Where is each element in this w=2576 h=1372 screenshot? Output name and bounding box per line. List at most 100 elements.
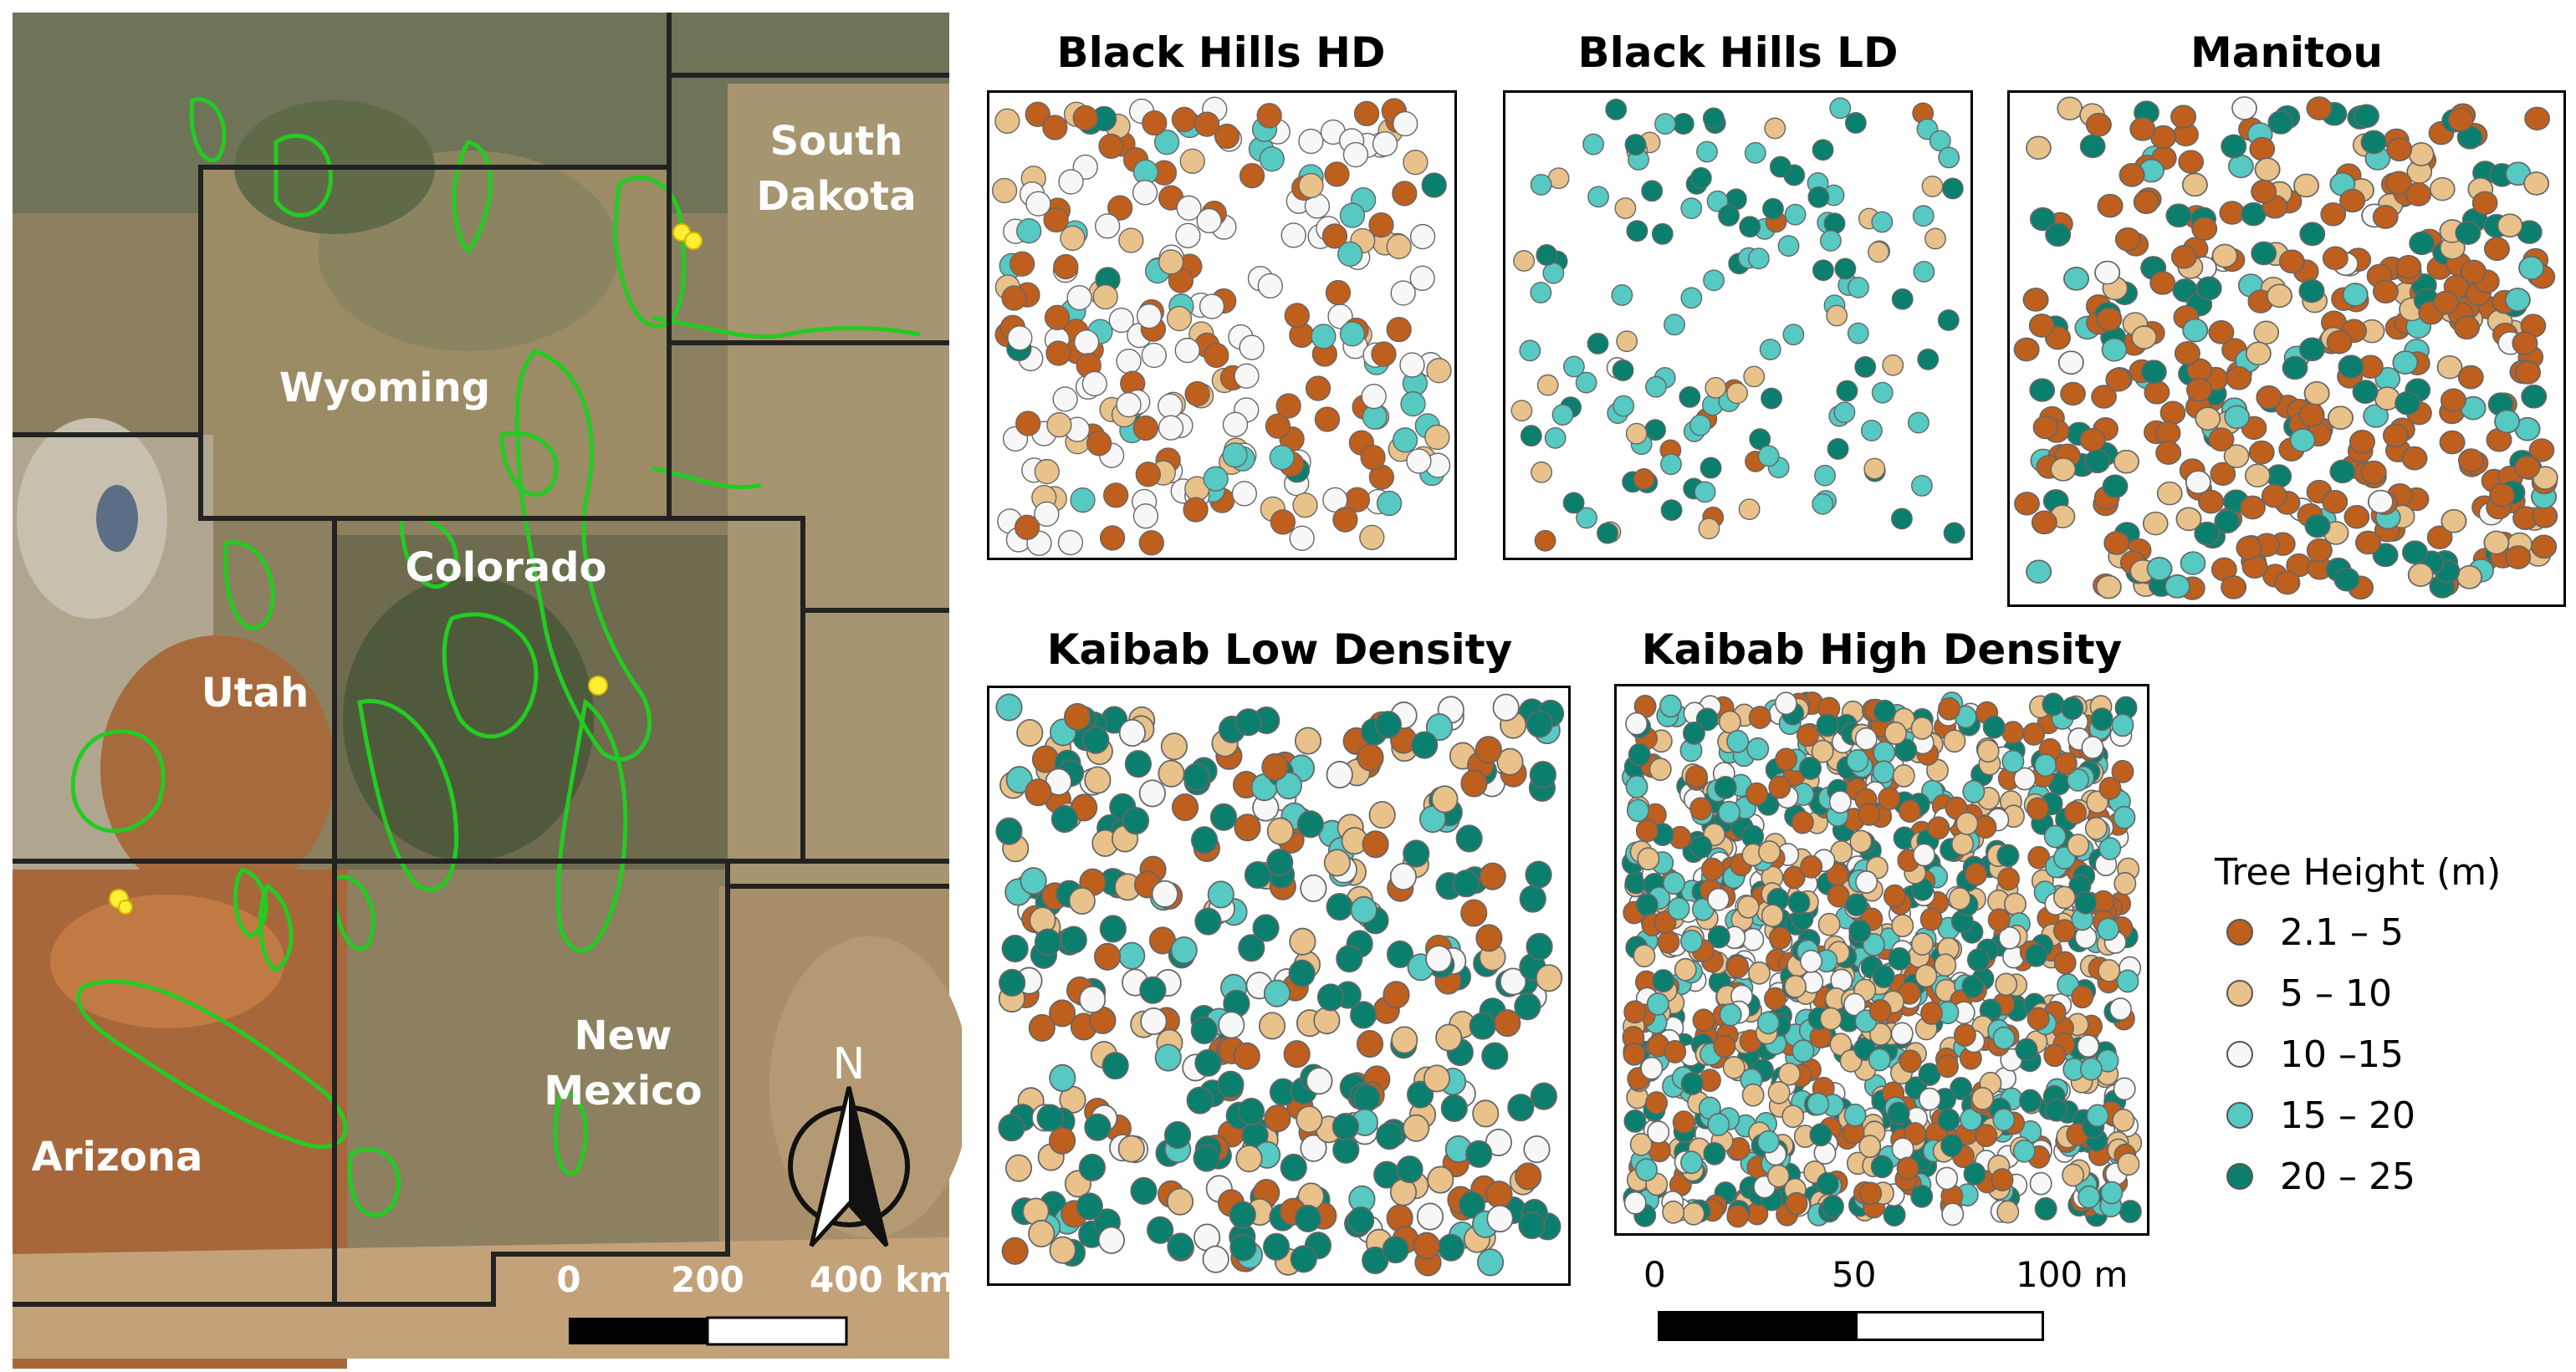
tree-point xyxy=(2392,350,2419,375)
site-marker-kaibab-2 xyxy=(118,900,133,915)
tree-point xyxy=(1494,1009,1521,1038)
tree-point xyxy=(1869,1023,1892,1046)
tree-point xyxy=(1525,860,1552,889)
tree-point xyxy=(1762,197,1784,220)
tree-point xyxy=(1167,1232,1194,1261)
tree-point xyxy=(1099,915,1127,943)
tree-point xyxy=(2293,173,2319,198)
tree-point xyxy=(1768,775,1791,799)
tree-point xyxy=(1613,395,1635,417)
tree-point xyxy=(1767,1080,1791,1104)
tree-point xyxy=(1382,1236,1409,1264)
plot-manitou xyxy=(2007,90,2566,607)
tree-point xyxy=(1748,961,1771,985)
tree-point xyxy=(1218,1011,1245,1039)
tree-point xyxy=(1759,339,1781,360)
tree-point xyxy=(2061,696,2084,721)
tree-point xyxy=(1672,1110,1695,1135)
tree-point xyxy=(1912,843,1935,867)
tree-point xyxy=(1361,383,1387,410)
tree-point xyxy=(1703,1141,1726,1165)
tree-point xyxy=(2131,325,2158,349)
tree-point xyxy=(1098,133,1124,160)
tree-point xyxy=(1768,926,1791,950)
tree-point xyxy=(1664,1040,1687,1063)
tree-point xyxy=(1544,426,1567,449)
tree-point xyxy=(1323,849,1351,877)
tree-point xyxy=(1257,273,1283,299)
tree-point xyxy=(1265,413,1291,439)
tree-point xyxy=(1140,1007,1168,1036)
tree-point xyxy=(1646,992,1669,1016)
tree-point xyxy=(1891,1137,1914,1161)
tree-point xyxy=(2098,959,2121,982)
tree-point xyxy=(1654,113,1676,135)
tree-point xyxy=(1400,390,1426,417)
tree-point xyxy=(2113,871,2137,895)
tree-point xyxy=(1777,235,1800,258)
tree-point xyxy=(1194,907,1222,936)
tree-point xyxy=(1122,807,1150,835)
tree-point xyxy=(2102,474,2129,498)
north-label: N xyxy=(833,1039,866,1089)
tree-point xyxy=(998,1114,1025,1142)
tree-point xyxy=(2027,797,2049,821)
tree-point xyxy=(2029,378,2056,402)
tree-point xyxy=(1132,415,1159,441)
tree-point xyxy=(2386,137,2413,161)
tree-point xyxy=(2052,885,2076,910)
tree-point xyxy=(1816,713,1839,737)
tree-point xyxy=(1833,401,1856,424)
tree-point xyxy=(1270,509,1296,535)
tree-point xyxy=(1623,1191,1647,1215)
tree-point xyxy=(1280,1153,1307,1181)
tree-point xyxy=(2182,318,2209,343)
tree-point xyxy=(1001,935,1029,963)
tree-point xyxy=(2098,837,2122,860)
tree-point xyxy=(1855,870,1878,894)
tree-point xyxy=(2060,381,2086,406)
tree-point xyxy=(2457,365,2484,390)
tree-point xyxy=(2185,470,2211,494)
tree-point xyxy=(2079,1057,2103,1081)
tree-point xyxy=(1787,890,1811,915)
tree-point xyxy=(2245,341,2272,366)
tree-point xyxy=(1298,172,1324,199)
tree-point xyxy=(1766,1164,1790,1188)
tree-point xyxy=(1289,927,1316,956)
map-panel: South Dakota Wyoming Colorado Utah New Mex… xyxy=(0,0,970,1371)
tree-point xyxy=(1764,117,1786,140)
tree-point xyxy=(1714,775,1737,799)
tree-point xyxy=(2505,545,2532,569)
tree-point xyxy=(1726,955,1750,979)
tree-point xyxy=(2175,341,2200,365)
legend-item: 15 – 20 xyxy=(2226,1094,2415,1137)
tree-point xyxy=(2395,391,2420,416)
tree-point xyxy=(1043,207,1069,233)
tree-point xyxy=(1992,1108,2016,1132)
tree-point xyxy=(995,817,1023,845)
tree-point xyxy=(1292,492,1318,518)
tree-point xyxy=(1314,406,1341,432)
tree-point xyxy=(1238,934,1265,962)
tree-point xyxy=(2175,507,2202,532)
tree-point xyxy=(1070,487,1096,513)
tree-point xyxy=(1081,370,1107,397)
tree-point xyxy=(2221,575,2247,599)
tree-point xyxy=(1296,810,1324,839)
tree-point xyxy=(1612,360,1634,381)
tree-point xyxy=(1743,365,1766,388)
tree-point xyxy=(1996,1200,2020,1224)
tree-point xyxy=(2181,172,2208,197)
tree-point xyxy=(2028,314,2055,338)
tree-point xyxy=(2254,157,2281,181)
tree-point xyxy=(1001,1237,1029,1265)
tree-point xyxy=(1896,1156,1919,1181)
tree-point xyxy=(1500,967,1527,996)
tree-point xyxy=(1475,736,1502,764)
tree-point xyxy=(1460,769,1488,798)
state-label-arizona: Arizona xyxy=(32,1134,203,1181)
tree-point xyxy=(1623,1000,1647,1024)
tree-point xyxy=(1530,282,1552,303)
tree-point xyxy=(1955,812,1979,835)
